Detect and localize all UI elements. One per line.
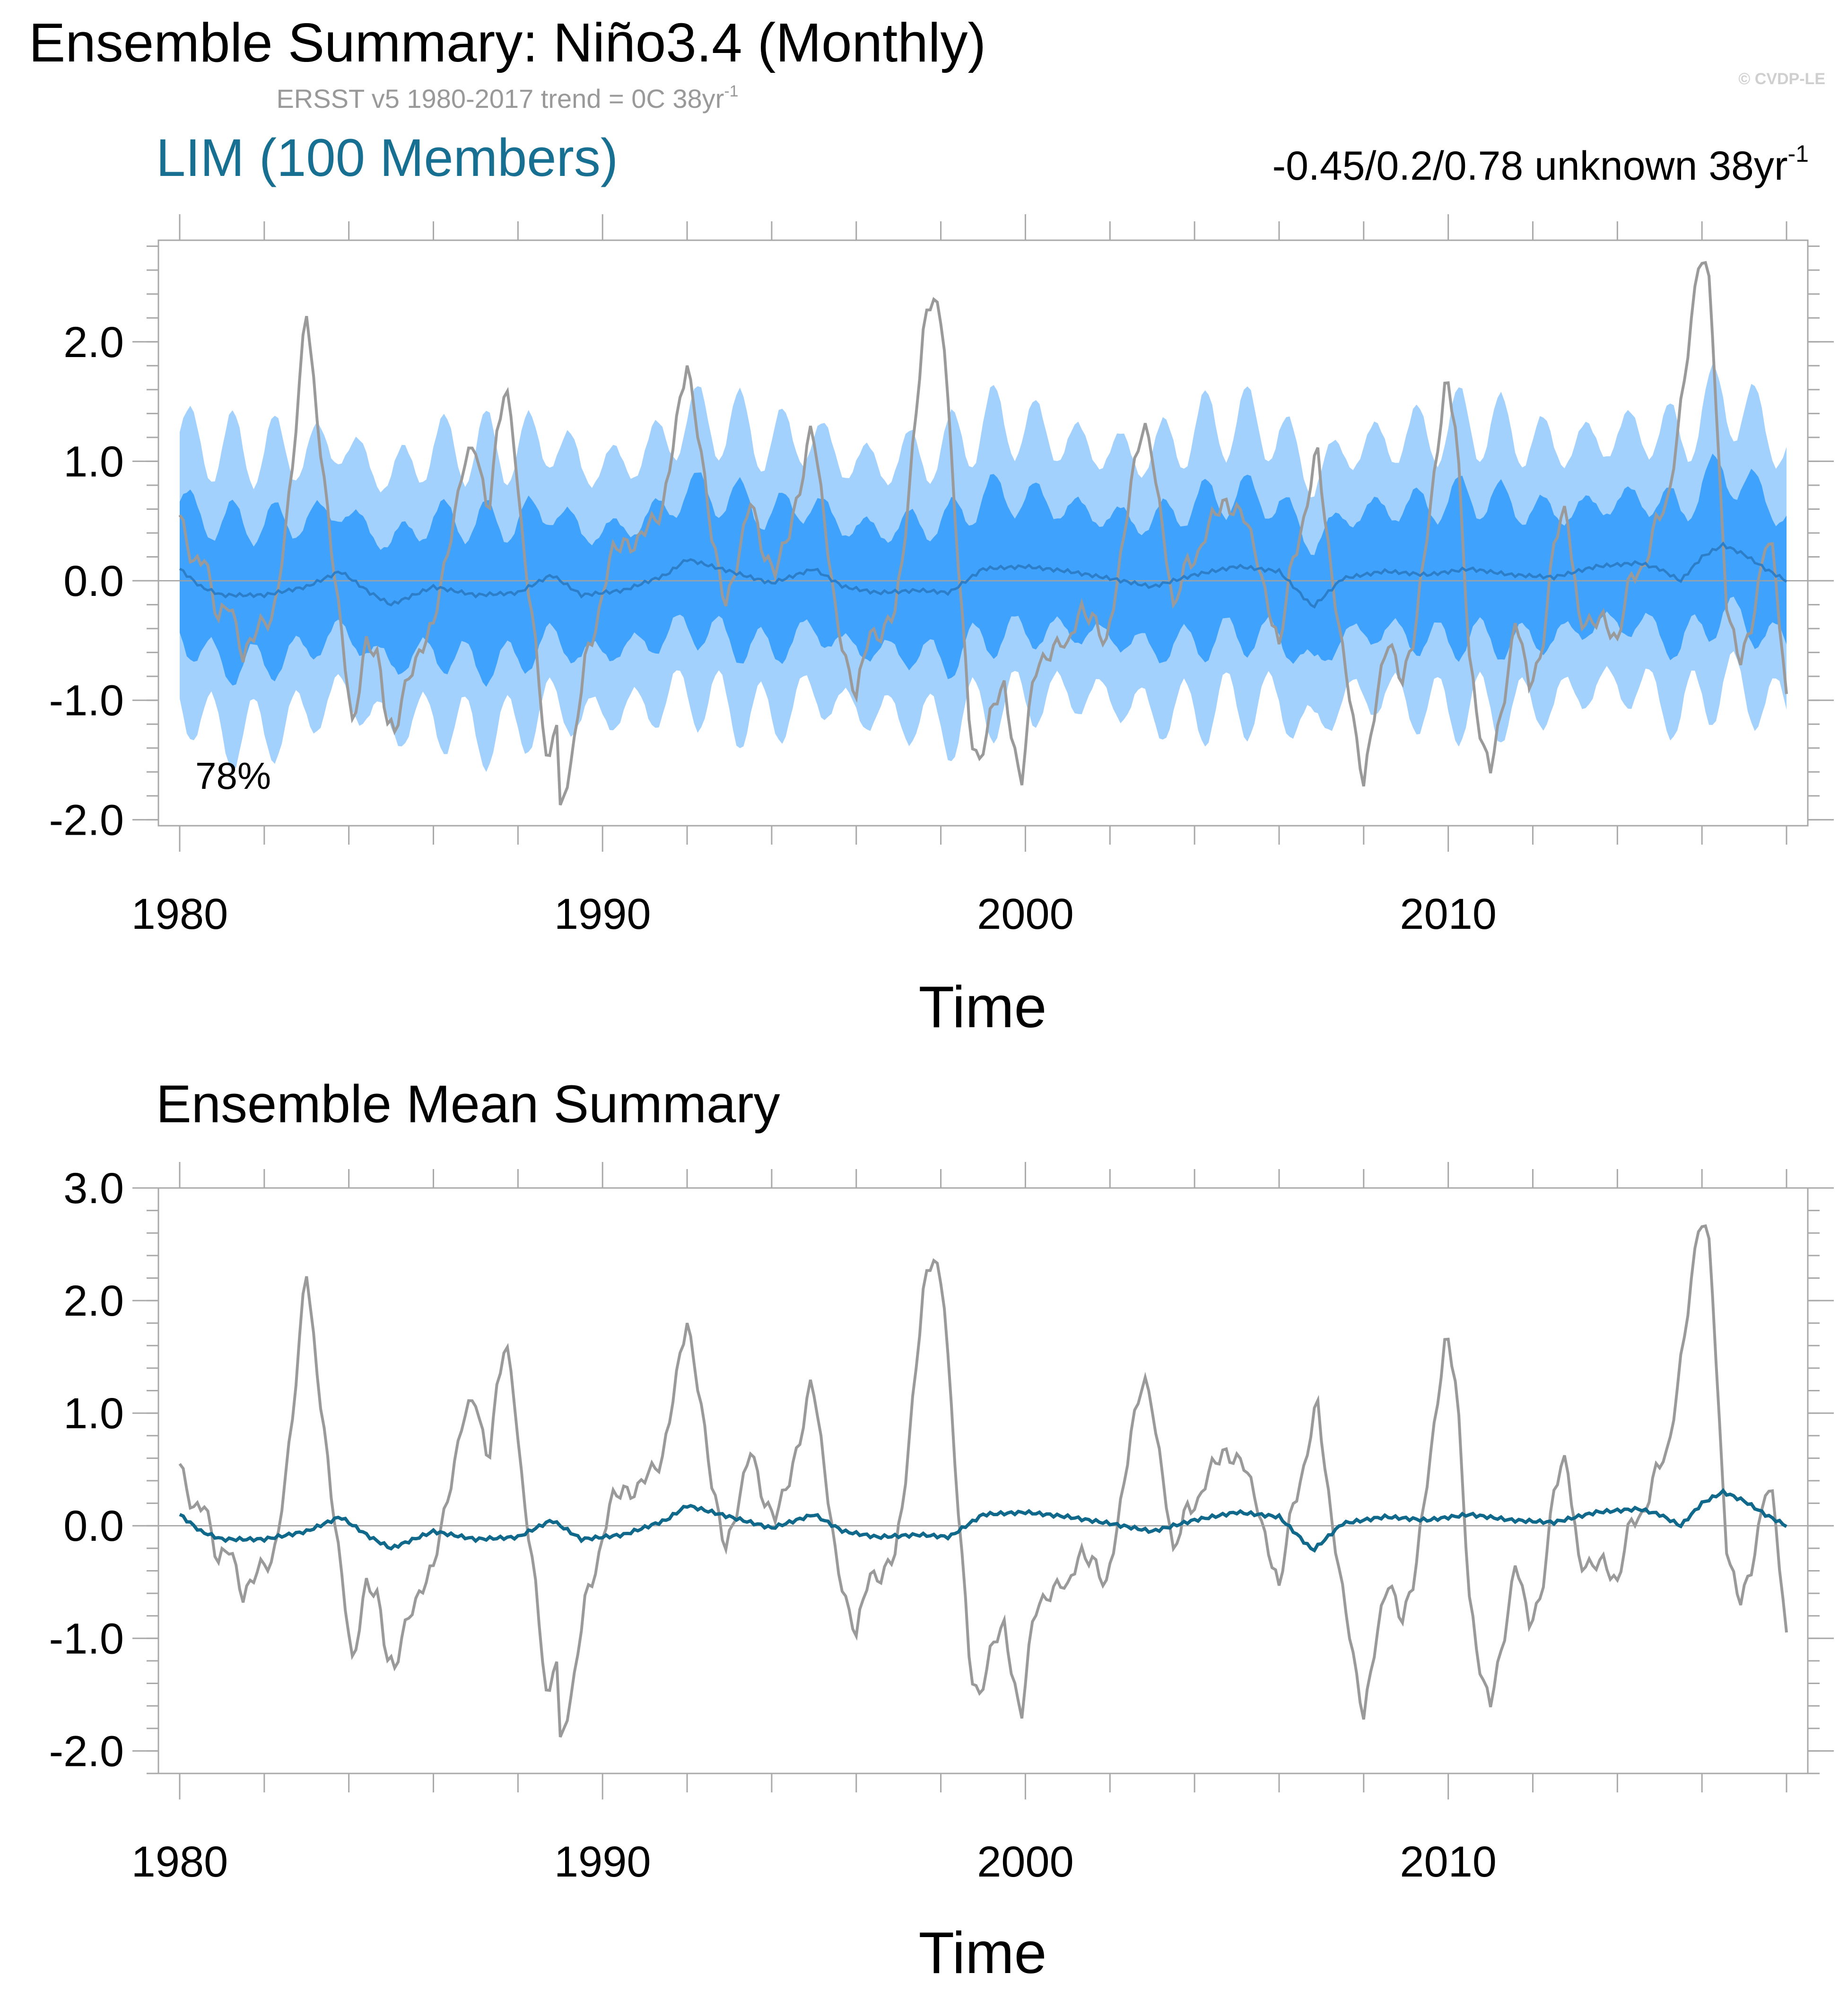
x-tick-label: 2010 <box>1400 1838 1497 1886</box>
top-plot-area <box>158 261 1808 806</box>
top-x-axis-label: Time <box>919 975 1047 1040</box>
y-tick-label: 1.0 <box>63 437 124 486</box>
copyright-label: © CVDP-LE <box>1738 70 1825 88</box>
y-tick-label: 2.0 <box>63 1277 124 1325</box>
y-tick-label: -2.0 <box>49 796 124 844</box>
observations-line <box>178 1224 1788 1738</box>
stats-exponent: -1 <box>1788 140 1809 167</box>
percent-label: 78% <box>195 755 271 797</box>
subtitle-text: ERSST v5 1980-2017 trend = 0C 38yr <box>276 84 724 114</box>
y-tick-label: 3.0 <box>63 1164 124 1213</box>
band-inner <box>180 454 1787 687</box>
bottom-panel: Ensemble Mean Summary 3.0 2.0 1.0 0.0 -1.0 -2… <box>49 1074 1834 1986</box>
y-tick-label: 2.0 <box>63 318 124 367</box>
y-tick-label: -1.0 <box>49 1615 124 1663</box>
figure-subtitle: ERSST v5 1980-2017 trend = 0C 38yr-1 <box>276 82 738 114</box>
y-tick-label: 0.0 <box>63 1502 124 1550</box>
x-tick-label: 1990 <box>554 890 651 938</box>
bottom-axes: 3.0 2.0 1.0 0.0 -1.0 -2.0 1980 1990 2000 2010 <box>49 1162 1834 1886</box>
y-tick-label: -1.0 <box>49 677 124 725</box>
ensemble-mean-line <box>179 1488 1787 1553</box>
x-tick-label: 2010 <box>1400 890 1497 938</box>
x-tick-label: 1990 <box>554 1838 651 1886</box>
ensemble-label: LIM (100 Members) <box>156 128 618 187</box>
x-tick-label: 2000 <box>977 1838 1074 1886</box>
y-tick-label: -2.0 <box>49 1727 124 1775</box>
x-tick-label: 1980 <box>131 890 228 938</box>
bottom-plot-area <box>158 1224 1808 1738</box>
y-tick-label: 1.0 <box>63 1389 124 1438</box>
subtitle-exponent: -1 <box>724 82 738 100</box>
stats-value: -0.45/0.2/0.78 unknown 38yr <box>1272 143 1787 189</box>
y-tick-label: 0.0 <box>63 557 124 605</box>
observations-line <box>178 261 1788 806</box>
stats-text: -0.45/0.2/0.78 unknown 38yr-1 <box>1272 140 1809 189</box>
figure-title: Ensemble Summary: Niño3.4 (Monthly) <box>29 12 986 73</box>
bottom-panel-title: Ensemble Mean Summary <box>156 1074 780 1134</box>
bottom-x-axis-label: Time <box>919 1921 1047 1986</box>
x-tick-label: 2000 <box>977 890 1074 938</box>
top-panel: LIM (100 Members) -0.45/0.2/0.78 unknown… <box>49 128 1834 1040</box>
ensemble-mean-line <box>179 541 1787 609</box>
x-tick-label: 1980 <box>131 1838 228 1886</box>
